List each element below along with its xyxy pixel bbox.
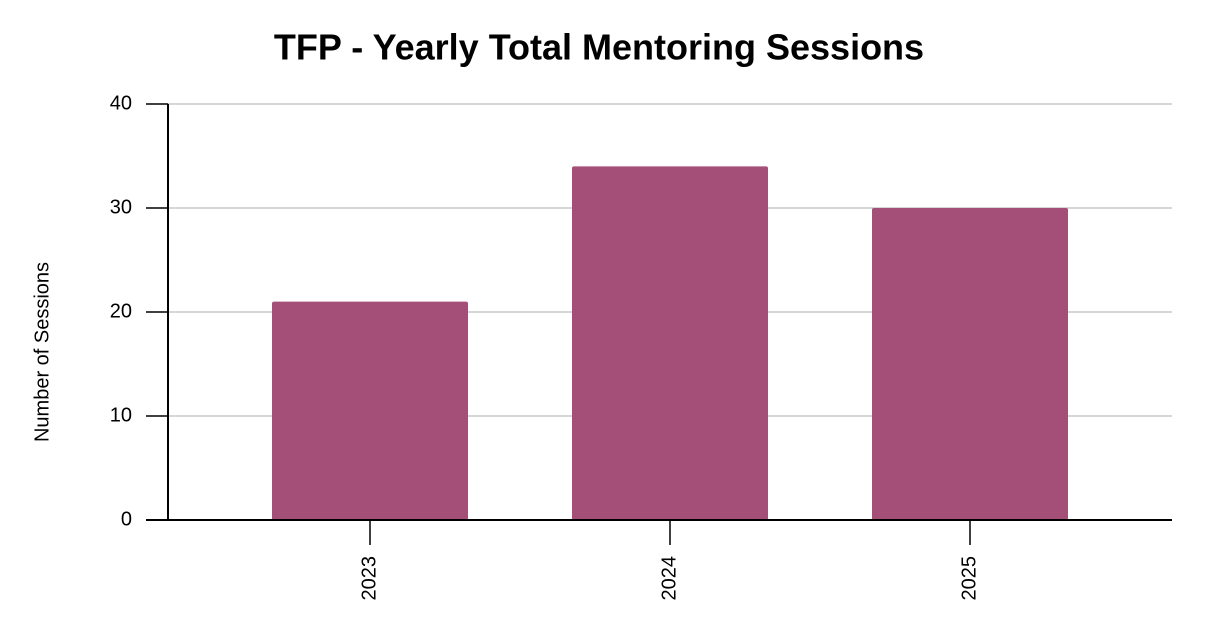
y-tick-label: 10 <box>110 404 132 426</box>
y-tick-label: 40 <box>110 92 132 114</box>
x-tick-label: 2025 <box>958 556 980 601</box>
bar <box>572 166 768 520</box>
y-tick-label: 0 <box>121 508 132 530</box>
x-tick-label: 2023 <box>358 556 380 601</box>
chart-title: TFP - Yearly Total Mentoring Sessions <box>274 27 924 68</box>
x-tick-label: 2024 <box>658 556 680 601</box>
y-tick-label: 30 <box>110 196 132 218</box>
bar <box>872 208 1068 520</box>
y-axis-label: Number of Sessions <box>31 262 53 442</box>
y-tick-label: 20 <box>110 300 132 322</box>
bar <box>272 301 468 520</box>
